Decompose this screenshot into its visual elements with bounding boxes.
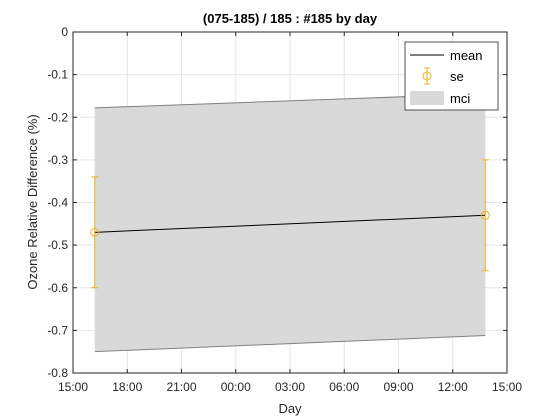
chart-title: (075-185) / 185 : #185 by day [203,11,378,26]
x-tick-label: 00:00 [221,380,251,394]
se-errorbar [90,176,100,289]
se-errorbar-layer [90,159,490,289]
mci-band [94,93,486,352]
y-tick-label: -0.6 [47,281,68,295]
se-point [90,227,100,237]
se-point [480,210,490,220]
x-tick-label: 03:00 [275,380,305,394]
mci-band-layer [94,93,486,353]
legend-se-label: se [450,69,464,84]
x-tick-label: 21:00 [166,380,196,394]
y-tick-label: -0.2 [47,110,68,124]
x-tick-label: 18:00 [112,380,142,394]
x-tick-label: 06:00 [329,380,359,394]
legend-mean-label: mean [450,48,483,63]
x-tick-label: 15:00 [58,380,88,394]
legend: mean se mci [404,41,499,111]
y-tick-label: -0.1 [47,68,68,82]
mean-line-layer [94,214,486,233]
se-errorbar [480,159,490,272]
x-axis-ticks: 15:00 18:00 21:00 00:00 03:00 06:00 09:00 12:00… [58,32,522,394]
mci-lower-edge [94,334,486,353]
y-tick-label: -0.8 [47,366,68,380]
legend-mci-swatch [410,91,444,105]
y-tick-label: -0.7 [47,323,68,337]
y-tick-label: -0.5 [47,238,68,252]
x-axis-label: Day [278,401,302,416]
y-tick-label: -0.3 [47,153,68,167]
y-axis-ticks: 0 -0.1 -0.2 -0.3 -0.4 -0.5 -0.6 -0.7 -0.8 [47,25,507,380]
x-tick-label: 15:00 [492,380,522,394]
x-tick-label: 09:00 [383,380,413,394]
legend-mci-label: mci [450,91,470,106]
y-tick-label: -0.4 [47,196,68,210]
y-axis-label: Ozone Relative Difference (%) [25,114,40,289]
legend-se-swatch [422,67,432,85]
x-tick-label: 12:00 [438,380,468,394]
mean-line [94,214,486,233]
y-tick-label: 0 [61,25,68,39]
